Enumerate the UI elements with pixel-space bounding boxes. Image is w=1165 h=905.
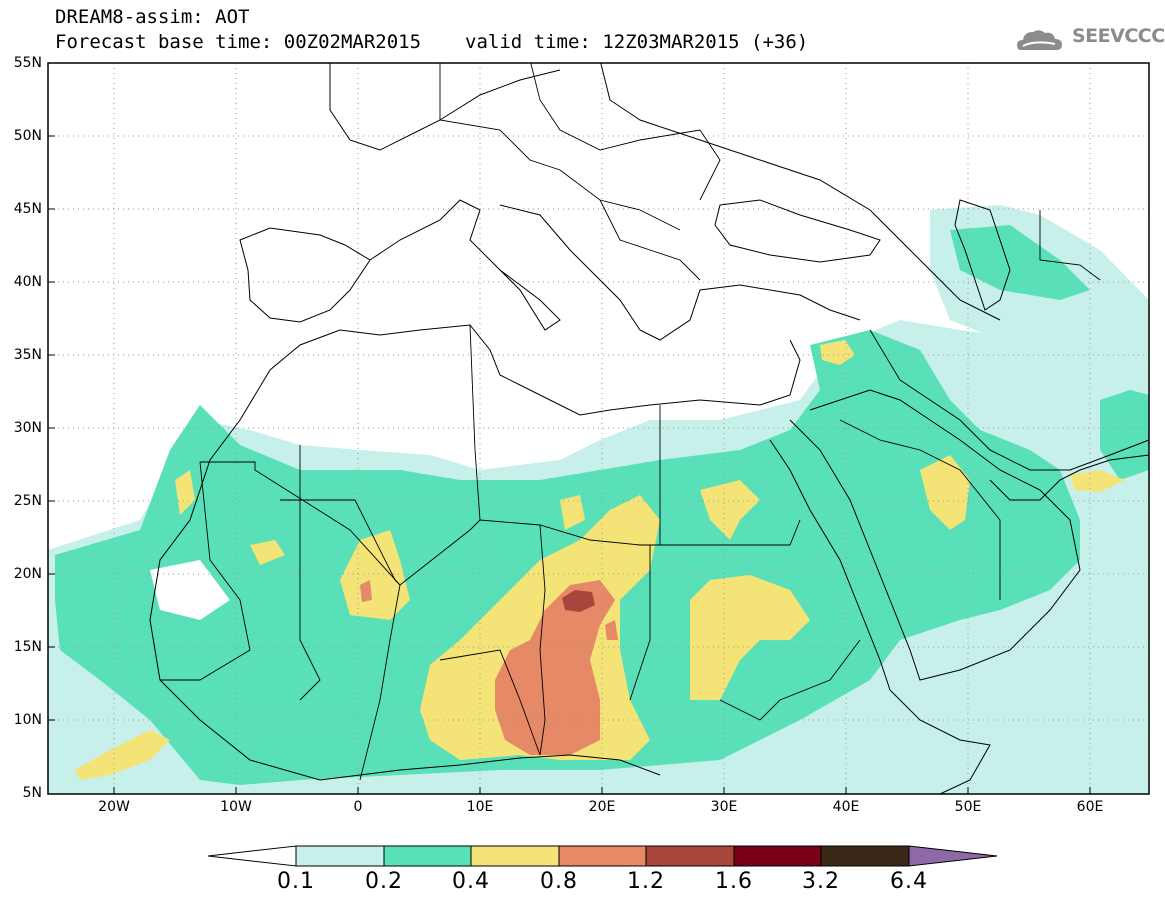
forecast-times: Forecast base time: 00Z02MAR2015 valid ti…	[55, 31, 808, 53]
colorbar-bin-5	[645, 845, 735, 867]
colorbar	[207, 845, 998, 867]
colorbar-bin-7	[820, 845, 910, 867]
lon-label-50e: 50E	[954, 799, 982, 815]
lat-label-35n: 35N	[13, 347, 42, 363]
base-time-label: Forecast base time: 00Z02MAR2015	[55, 31, 422, 53]
lat-label-25n: 25N	[13, 493, 42, 509]
axis-ticks	[48, 135, 1091, 794]
lon-label-20e: 20E	[588, 799, 616, 815]
graticule	[48, 63, 1149, 794]
coastlines	[149, 63, 1149, 794]
lon-label-40e: 40E	[832, 799, 860, 815]
colorbar-label: 6.4	[890, 869, 928, 894]
country-borders	[160, 63, 1101, 781]
lon-label-10e: 10E	[466, 799, 494, 815]
logo-text: SEEVCCC	[1072, 25, 1165, 47]
aot-band-0.8-1.2	[360, 580, 618, 755]
colorbar-label: 0.4	[452, 869, 490, 894]
lon-label-10w: 10W	[220, 799, 252, 815]
colorbar-label: 3.2	[802, 869, 840, 894]
lon-label-30e: 30E	[710, 799, 738, 815]
colorbar-bin-2	[383, 845, 472, 867]
lat-label-50n: 50N	[13, 128, 42, 144]
lat-label-40n: 40N	[13, 274, 42, 290]
lat-label-15n: 15N	[13, 639, 42, 655]
colorbar-label: 1.2	[627, 869, 665, 894]
lat-label-45n: 45N	[13, 201, 42, 217]
colorbar-label: 0.8	[540, 869, 578, 894]
colorbar-arrow-high	[908, 845, 998, 867]
colorbar-label: 0.1	[277, 869, 315, 894]
lon-label-20w: 20W	[98, 799, 130, 815]
lat-label-10n: 10N	[13, 712, 42, 728]
colorbar-bin-1	[295, 845, 385, 867]
lat-label-20n: 20N	[13, 566, 42, 582]
lon-label-60e: 60E	[1076, 799, 1104, 815]
colorbar-label: 1.6	[715, 869, 753, 894]
colorbar-label: 0.2	[365, 869, 403, 894]
lat-label-5n: 5N	[22, 785, 42, 801]
aot-band-1.2-1.6	[562, 590, 595, 612]
colorbar-bin-3	[470, 845, 560, 867]
lon-label-0: 0	[353, 799, 363, 815]
lat-label-30n: 30N	[13, 420, 42, 436]
seevccc-logo	[1017, 30, 1062, 50]
colorbar-bin-6	[733, 845, 822, 867]
colorbar-arrow-low	[207, 845, 297, 867]
lat-label-55n: 55N	[13, 55, 42, 71]
colorbar-bin-4	[558, 845, 647, 867]
map-title: DREAM8-assim: AOT	[55, 6, 250, 28]
valid-time-label: valid time: 12Z03MAR2015 (+36)	[465, 31, 809, 53]
cloud-icon	[1017, 30, 1062, 50]
